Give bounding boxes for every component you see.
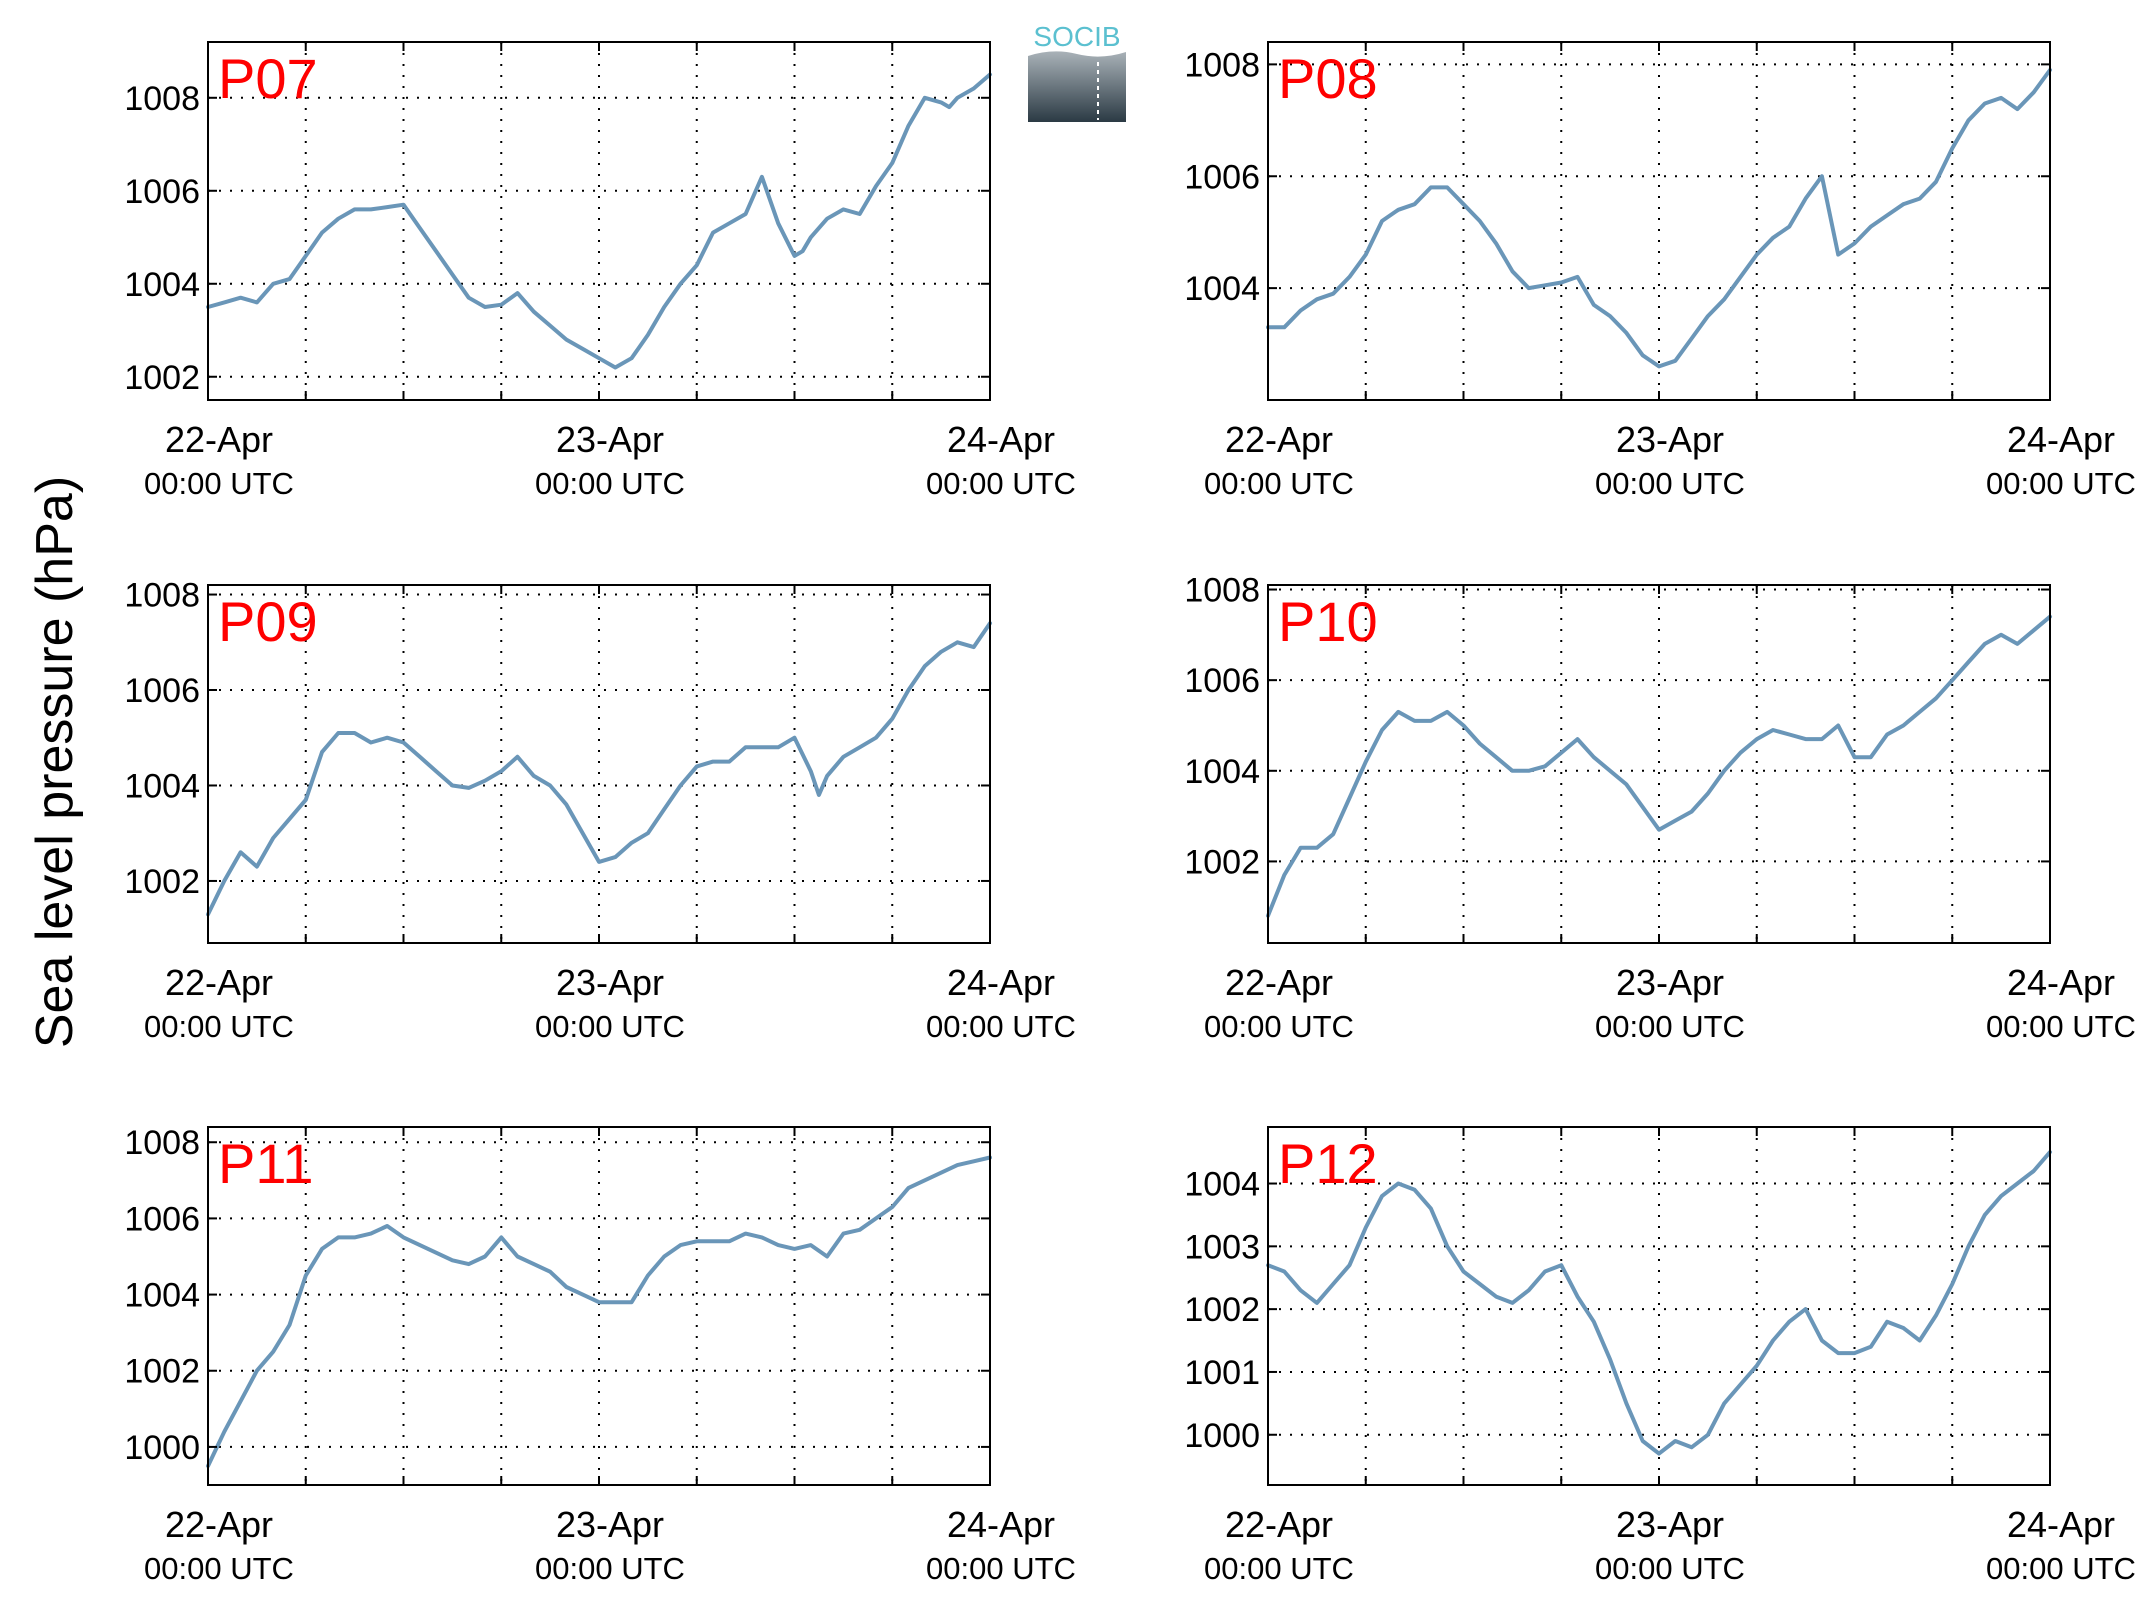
x-tick-label-date: 24-Apr (2007, 962, 2115, 1003)
station-label-p09: P09 (218, 590, 318, 653)
x-tick-label-time: 00:00 UTC (1986, 466, 2136, 501)
x-tick-label-time: 00:00 UTC (926, 1551, 1076, 1586)
station-label-p10: P10 (1278, 590, 1378, 653)
y-tick-label: 1006 (124, 173, 200, 211)
panel-p09: 1002 1004 1006 1008 22-Apr 00:00 UTC 23-Apr 00:… (124, 577, 1076, 1044)
series-line-p09 (206, 621, 992, 917)
x-tick-label-time: 00:00 UTC (926, 1009, 1076, 1044)
y-tick-label: 1002 (1184, 843, 1260, 881)
x-tick-label-date: 22-Apr (1225, 1504, 1333, 1545)
station-label-p07: P07 (218, 47, 318, 110)
y-tick-label: 1006 (1184, 158, 1260, 196)
x-tick-label-time: 00:00 UTC (1595, 466, 1745, 501)
y-tick-label: 1004 (124, 1277, 200, 1315)
series-line-p08 (1266, 68, 2052, 369)
x-tick-label-date: 24-Apr (947, 1504, 1055, 1545)
x-tick-label-time: 00:00 UTC (1204, 1009, 1354, 1044)
x-tick-label-time: 00:00 UTC (144, 466, 294, 501)
y-tick-label: 1000 (124, 1429, 200, 1467)
series-line-p10 (1266, 614, 2052, 918)
y-tick-label: 1003 (1184, 1228, 1260, 1266)
station-label-p12: P12 (1278, 1132, 1378, 1195)
x-tick-label-time: 00:00 UTC (1986, 1551, 2136, 1586)
y-tick-label: 1002 (124, 863, 200, 901)
x-tick-label-time: 00:00 UTC (926, 466, 1076, 501)
socib-logo: SOCIB (1028, 21, 1126, 122)
panel-p12: 1000 1001 1002 1003 1004 22-Apr 00:00 UTC 23-Ap… (1184, 1126, 2136, 1586)
x-tick-label-time: 00:00 UTC (535, 466, 685, 501)
y-tick-label: 1000 (1184, 1417, 1260, 1455)
x-tick-label-date: 22-Apr (165, 962, 273, 1003)
y-tick-label: 1002 (1184, 1291, 1260, 1329)
x-tick-label-time: 00:00 UTC (1986, 1009, 2136, 1044)
x-tick-label-time: 00:00 UTC (535, 1009, 685, 1044)
y-tick-label: 1001 (1184, 1354, 1260, 1392)
x-tick-label-time: 00:00 UTC (1204, 466, 1354, 501)
x-tick-label-time: 00:00 UTC (144, 1009, 294, 1044)
y-tick-label: 1002 (124, 359, 200, 397)
x-tick-label-date: 23-Apr (1616, 419, 1724, 460)
y-tick-label: 1008 (1184, 572, 1260, 610)
x-tick-label-date: 22-Apr (1225, 962, 1333, 1003)
x-tick-label-time: 00:00 UTC (1595, 1551, 1745, 1586)
panel-p10: 1002 1004 1006 1008 22-Apr 00:00 UTC 23-Apr 00:… (1184, 572, 2136, 1044)
y-tick-label: 1004 (1184, 753, 1260, 791)
y-tick-label: 1008 (124, 1124, 200, 1162)
x-tick-label-date: 24-Apr (2007, 1504, 2115, 1545)
x-tick-label-date: 22-Apr (165, 1504, 273, 1545)
y-tick-label: 1006 (124, 1200, 200, 1238)
y-tick-label: 1008 (124, 80, 200, 118)
x-tick-label-date: 24-Apr (947, 962, 1055, 1003)
y-tick-label: 1006 (1184, 662, 1260, 700)
y-tick-label: 1002 (124, 1353, 200, 1391)
socib-logo-text: SOCIB (1033, 21, 1120, 52)
y-tick-label: 1008 (124, 577, 200, 615)
x-tick-label-date: 24-Apr (947, 419, 1055, 460)
series-line-p11 (206, 1155, 992, 1468)
station-label-p08: P08 (1278, 47, 1378, 110)
x-tick-label-date: 23-Apr (556, 1504, 664, 1545)
x-tick-label-time: 00:00 UTC (144, 1551, 294, 1586)
x-tick-label-date: 23-Apr (556, 419, 664, 460)
y-tick-label: 1006 (124, 672, 200, 710)
y-axis-label: Sea level pressure (hPa) (26, 476, 84, 1048)
x-tick-label-date: 22-Apr (165, 419, 273, 460)
y-tick-label: 1008 (1184, 46, 1260, 84)
x-tick-label-date: 22-Apr (1225, 419, 1333, 460)
y-tick-label: 1004 (1184, 1166, 1260, 1204)
x-tick-label-date: 23-Apr (556, 962, 664, 1003)
y-tick-label: 1004 (124, 266, 200, 304)
x-tick-label-time: 00:00 UTC (1204, 1551, 1354, 1586)
x-tick-label-date: 23-Apr (1616, 1504, 1724, 1545)
station-label-p11: P11 (218, 1132, 313, 1195)
y-tick-label: 1004 (1184, 270, 1260, 308)
series-line-p12 (1266, 1150, 2052, 1456)
series-line-p07 (206, 72, 992, 370)
x-tick-label-date: 23-Apr (1616, 962, 1724, 1003)
x-tick-label-time: 00:00 UTC (1595, 1009, 1745, 1044)
panel-p07: 1002 1004 1006 1008 22-Apr 00:00 UTC 23-Apr 00:… (124, 41, 1076, 501)
x-tick-label-time: 00:00 UTC (535, 1551, 685, 1586)
panel-p08: 1004 1006 1008 22-Apr 00:00 UTC 23-Apr 00:00 U… (1184, 41, 2136, 501)
panel-p11: 1000 1002 1004 1006 1008 22-Apr 00:00 UTC 23-Ap… (124, 1124, 1076, 1586)
y-tick-label: 1004 (124, 767, 200, 805)
x-tick-label-date: 24-Apr (2007, 419, 2115, 460)
